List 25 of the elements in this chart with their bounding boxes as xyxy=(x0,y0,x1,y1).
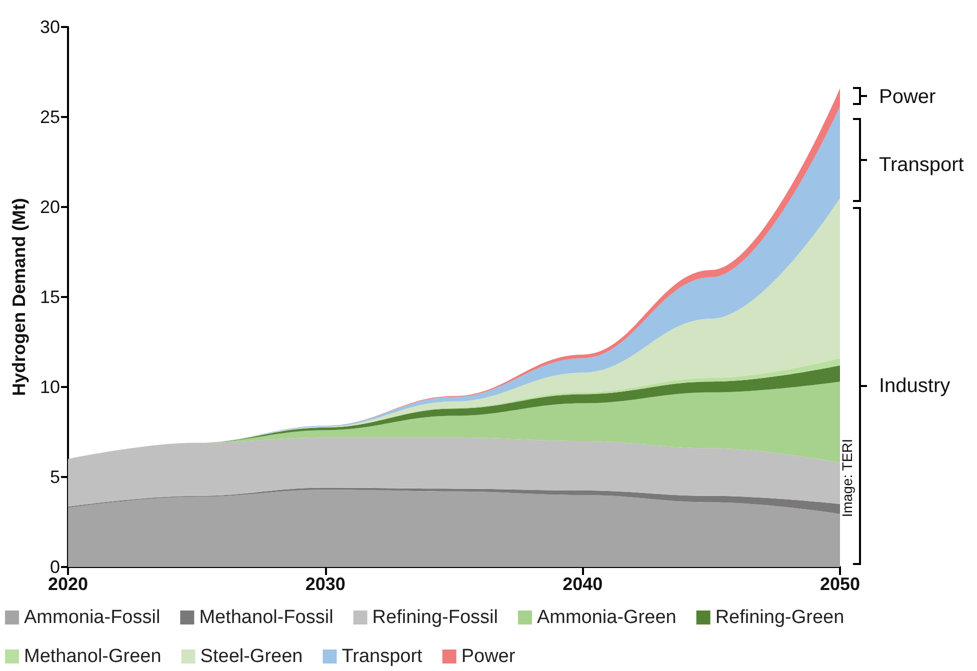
legend-label: Methanol-Green xyxy=(24,646,162,667)
y-tick-label: 25 xyxy=(40,107,60,127)
y-tick-label: 10 xyxy=(40,377,60,397)
y-tick-label: 15 xyxy=(40,287,60,307)
y-tick-label: 20 xyxy=(40,197,60,217)
text: Industry xyxy=(879,374,950,398)
y-tick-label: 0 xyxy=(50,557,60,577)
x-tick-label: 2020 xyxy=(48,574,88,594)
legend-label: Ammonia-Green xyxy=(536,607,676,628)
legend-label: Power xyxy=(461,646,516,667)
x-tick-label: 2050 xyxy=(820,574,860,594)
legend-label: Methanol-Fossil xyxy=(199,607,334,628)
annotation: Image: TERI xyxy=(839,438,856,518)
text: Power xyxy=(879,86,936,108)
legend-label: Steel-Green xyxy=(200,646,303,667)
x-tick-label: 2040 xyxy=(562,574,603,594)
y-tick-label: 5 xyxy=(50,467,60,487)
y-tick-label: 30 xyxy=(40,17,60,37)
legend-label: Refining-Fossil xyxy=(372,607,498,628)
legend-label: Transport xyxy=(342,646,424,667)
text: Transport xyxy=(879,154,964,176)
legend-label: Refining-Green xyxy=(715,607,844,628)
x-tick-label: 2030 xyxy=(305,574,346,594)
y-axis-title: Hydrogen Demand (Mt) xyxy=(9,198,29,396)
legend-label: Ammonia-Fossil xyxy=(24,607,160,628)
